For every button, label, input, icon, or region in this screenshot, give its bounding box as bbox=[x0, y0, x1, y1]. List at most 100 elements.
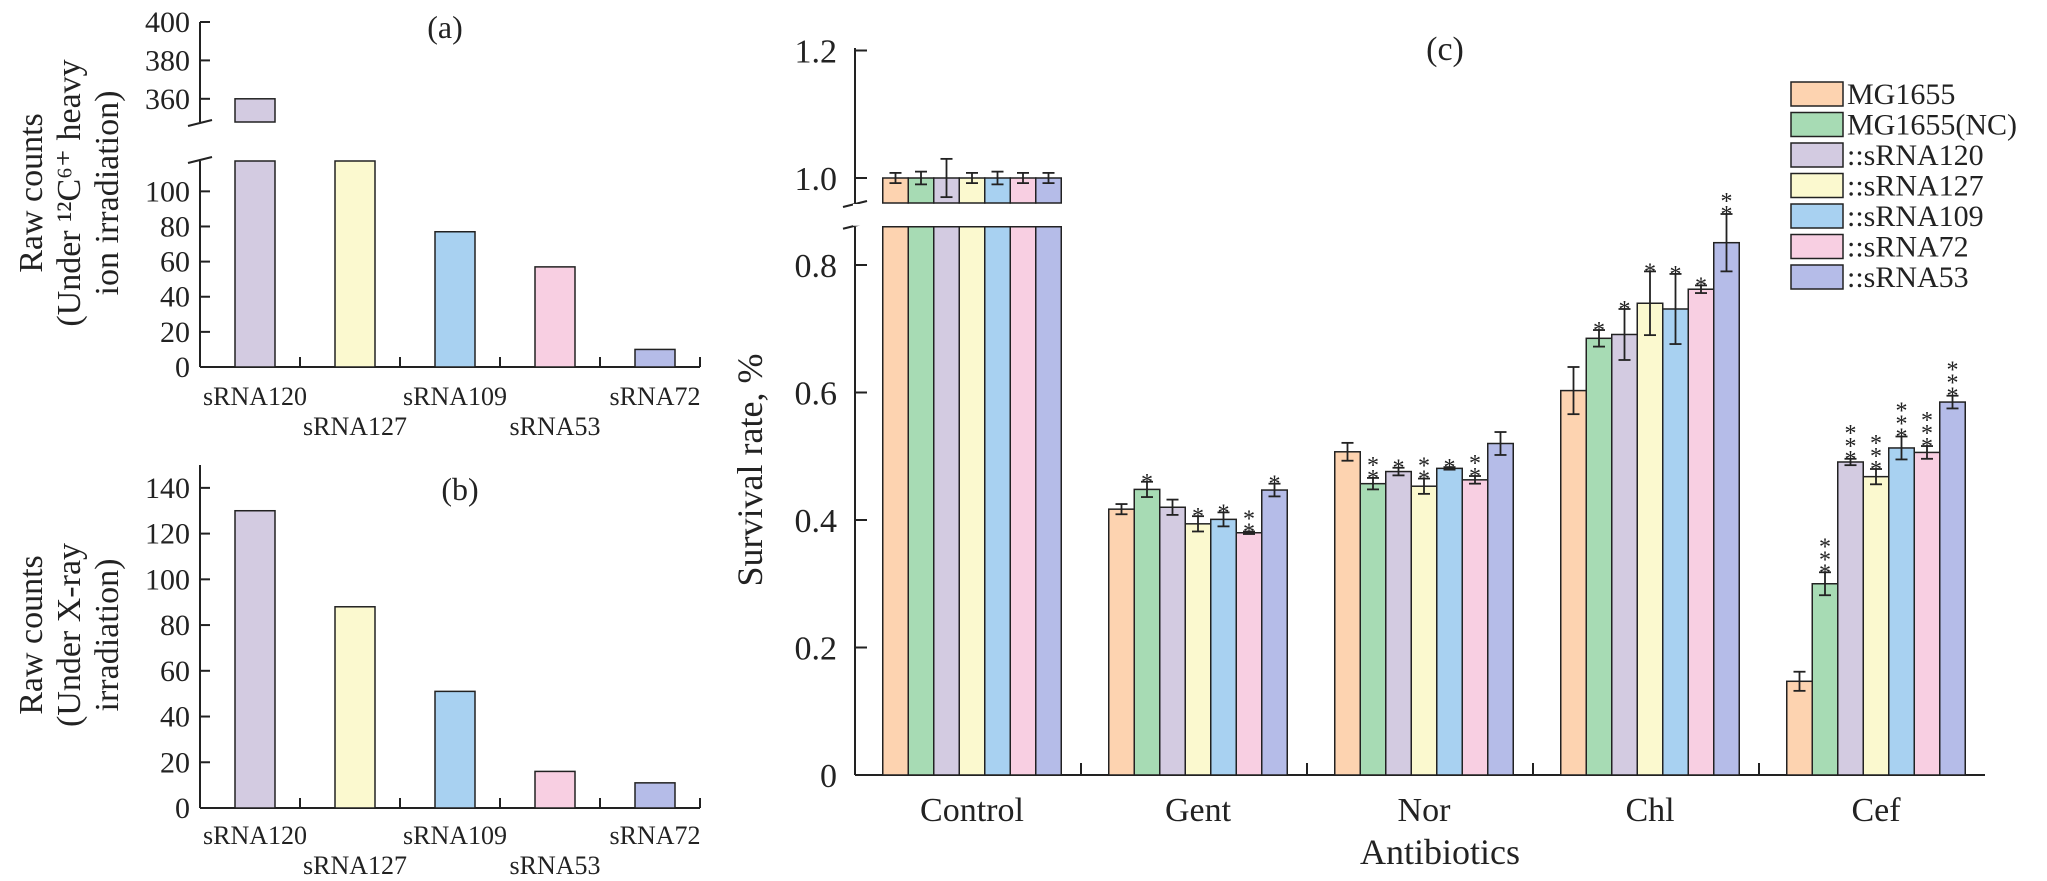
legend-swatch bbox=[1790, 142, 1844, 168]
bar-b bbox=[634, 782, 676, 809]
significance-star: * bbox=[1644, 259, 1656, 285]
axis-b-ytick-label: 40 bbox=[160, 701, 190, 734]
axis-c-xtick-label: Cef bbox=[1851, 792, 1901, 829]
axis-a-xtick-label: sRNA72 bbox=[609, 382, 700, 411]
axis-a-break-mark bbox=[187, 119, 213, 127]
significance-star: * bbox=[1393, 456, 1405, 482]
bar-c bbox=[1636, 302, 1664, 776]
bar-c bbox=[907, 226, 935, 776]
axis-b-xtick-label: sRNA72 bbox=[609, 821, 700, 850]
break-gap-c bbox=[853, 204, 1089, 226]
significance-star: * bbox=[1870, 444, 1882, 470]
axis-b-ylabel-line: irradiation) bbox=[89, 559, 126, 712]
bar-a bbox=[434, 230, 476, 368]
significance-star: * bbox=[1921, 421, 1933, 447]
significance-star: * bbox=[1695, 273, 1707, 299]
bar-b bbox=[334, 606, 376, 809]
axis-b-xtick-label: sRNA127 bbox=[303, 851, 407, 880]
axis-b-ytick-label: 60 bbox=[160, 655, 190, 688]
legend-swatch bbox=[1790, 264, 1844, 290]
axis-a-xtick-label: sRNA127 bbox=[303, 412, 407, 441]
bar-c bbox=[1888, 447, 1915, 776]
bar-c bbox=[882, 226, 909, 776]
axis-a-ylabel: Raw counts(Under ¹²C⁶⁺ heavyion irradiat… bbox=[13, 59, 126, 326]
panel-label-b: (b) bbox=[441, 471, 478, 507]
bar-c bbox=[1385, 470, 1412, 776]
bar-c bbox=[958, 226, 986, 776]
axis-c-ytick-label: 0.8 bbox=[795, 248, 838, 285]
significance-star: * bbox=[1819, 534, 1831, 560]
significance-star: * bbox=[1896, 398, 1908, 424]
axis-a-ytick-label: 0 bbox=[175, 351, 190, 384]
significance-star: * bbox=[1243, 519, 1255, 545]
panel-label-a: (a) bbox=[427, 9, 463, 45]
axis-a-xtick-label: sRNA120 bbox=[203, 382, 307, 411]
legend-label: ::sRNA127 bbox=[1847, 170, 1984, 203]
bar-c bbox=[984, 226, 1011, 776]
significance-star: * bbox=[1845, 434, 1857, 460]
significance-star: * bbox=[1870, 431, 1882, 457]
axis-b-ytick-label: 120 bbox=[145, 518, 190, 551]
legend-c: MG1655MG1655(NC)::sRNA120::sRNA127::sRNA… bbox=[1790, 78, 2017, 294]
significance-star: * bbox=[1593, 318, 1605, 344]
axis-a-ylabel-line: Raw counts bbox=[13, 113, 50, 273]
legend-swatch bbox=[1790, 233, 1844, 260]
significance-star: * bbox=[1947, 371, 1959, 397]
bar-c bbox=[1009, 226, 1037, 776]
bar-b bbox=[234, 509, 276, 809]
bar-c bbox=[1235, 532, 1263, 776]
significance-star: * bbox=[1243, 506, 1255, 532]
axis-b-xtick-label: sRNA120 bbox=[203, 821, 307, 850]
bar-b bbox=[534, 770, 576, 809]
axis-a-xtick-label: sRNA53 bbox=[509, 412, 600, 441]
legend-swatch bbox=[1790, 172, 1844, 199]
bar-c bbox=[1786, 680, 1813, 776]
axis-a-ytick-label: 20 bbox=[160, 316, 190, 349]
bar-c bbox=[1436, 467, 1463, 776]
bar-c bbox=[1585, 337, 1613, 776]
significance-star: * bbox=[1269, 472, 1281, 498]
bar-c bbox=[933, 226, 960, 776]
panel-b: 020406080100120140sRNA120sRNA127sRNA109s… bbox=[13, 465, 701, 880]
axis-a-break-mark bbox=[187, 156, 213, 164]
legend-label: ::sRNA53 bbox=[1847, 261, 1969, 294]
bar-c bbox=[1461, 479, 1489, 776]
axis-b-ytick-label: 100 bbox=[145, 563, 190, 596]
bar-c bbox=[1184, 523, 1212, 776]
significance-star: * bbox=[1819, 560, 1831, 586]
axis-c-xlabel: Antibiotics bbox=[1360, 832, 1520, 872]
significance-star: * bbox=[1367, 453, 1379, 479]
significance-star: * bbox=[1670, 262, 1682, 288]
legend-label: ::sRNA72 bbox=[1847, 231, 1969, 264]
axis-a-ytick-label: 380 bbox=[145, 44, 190, 77]
legend-label: ::sRNA120 bbox=[1847, 139, 1984, 172]
bar-c bbox=[1359, 482, 1387, 776]
axis-b-ylabel: Raw counts(Under X-rayirradiation) bbox=[13, 543, 126, 727]
bar-a bbox=[534, 266, 576, 368]
legend-swatch bbox=[1790, 111, 1844, 138]
bar-b bbox=[434, 690, 476, 809]
bar-c bbox=[1410, 485, 1438, 776]
axis-b-xtick-label: sRNA53 bbox=[509, 851, 600, 880]
axis-c-xtick-label: Gent bbox=[1165, 792, 1232, 829]
significance-star: * bbox=[1367, 466, 1379, 492]
bar-a bbox=[634, 348, 676, 368]
bar-c bbox=[1811, 583, 1839, 776]
axis-a-ytick-label: 80 bbox=[160, 210, 190, 243]
axis-a-ylabel-line: ion irradiation) bbox=[89, 91, 126, 296]
axis-a-ytick-label: 100 bbox=[145, 175, 190, 208]
significance-star: * bbox=[1721, 202, 1733, 228]
axis-c-ytick-label: 1.0 bbox=[795, 161, 838, 198]
axis-b-xtick-label: sRNA109 bbox=[403, 821, 507, 850]
bar-c bbox=[1133, 488, 1161, 776]
panel-label-c: (c) bbox=[1426, 31, 1464, 68]
bar-c bbox=[1837, 461, 1864, 776]
significance-star: * bbox=[1947, 384, 1959, 410]
bar-c bbox=[1210, 518, 1237, 776]
axis-b-ylabel-line: (Under X-ray bbox=[51, 543, 88, 727]
significance-star: * bbox=[1418, 454, 1430, 480]
bar-c bbox=[1487, 442, 1514, 776]
significance-star: * bbox=[1845, 421, 1857, 447]
